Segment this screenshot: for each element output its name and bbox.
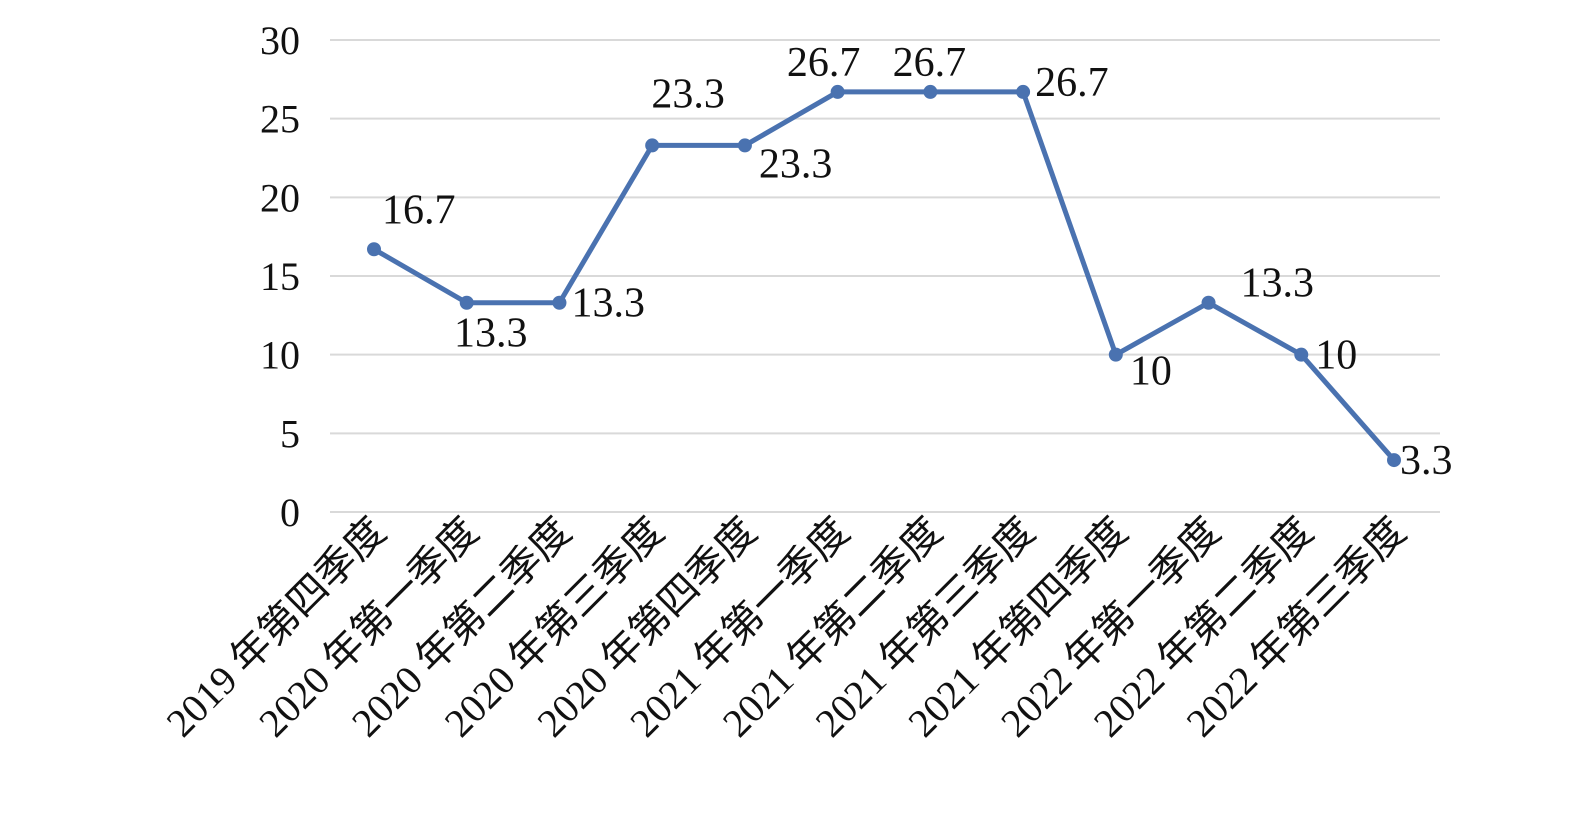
y-tick-label: 15 [260, 254, 300, 299]
data-label: 3.3 [1400, 438, 1453, 484]
y-tick-label: 30 [260, 18, 300, 63]
data-point [552, 295, 567, 310]
data-point [367, 242, 381, 257]
data-point [1294, 347, 1309, 362]
y-axis-tick-labels: 0 5 10 15 20 25 30 [260, 18, 300, 535]
data-label: 26.7 [1035, 60, 1109, 106]
data-point [1201, 295, 1216, 310]
data-point [737, 138, 752, 153]
y-tick-label: 0 [280, 490, 300, 535]
y-tick-label: 10 [260, 333, 300, 378]
y-tick-label: 20 [260, 175, 300, 220]
data-label: 13.3 [1241, 261, 1315, 307]
data-label: 13.3 [571, 281, 645, 327]
data-point [1108, 347, 1123, 362]
data-point [645, 138, 660, 153]
data-label: 23.3 [759, 141, 833, 187]
series-line [372, 89, 1396, 462]
y-tick-label: 25 [260, 97, 300, 142]
data-labels: 16.713.313.323.323.326.7 26.7 26.71013.310… [382, 40, 1453, 484]
y-tick-label: 5 [280, 411, 300, 456]
data-label: 10 [1315, 333, 1357, 379]
data-label: 26.7 [787, 40, 861, 86]
data-point [1387, 453, 1401, 468]
data-label: 13.3 [454, 311, 528, 357]
data-point [923, 84, 938, 99]
data-point [830, 84, 845, 99]
data-point [459, 295, 474, 310]
data-label: 16.7 [382, 187, 456, 233]
data-point [1016, 84, 1031, 99]
data-label: 26.7 [893, 40, 967, 86]
data-label: 10 [1130, 349, 1172, 395]
data-label: 23.3 [651, 71, 725, 117]
series-group [367, 84, 1401, 468]
gridlines [330, 39, 1440, 513]
